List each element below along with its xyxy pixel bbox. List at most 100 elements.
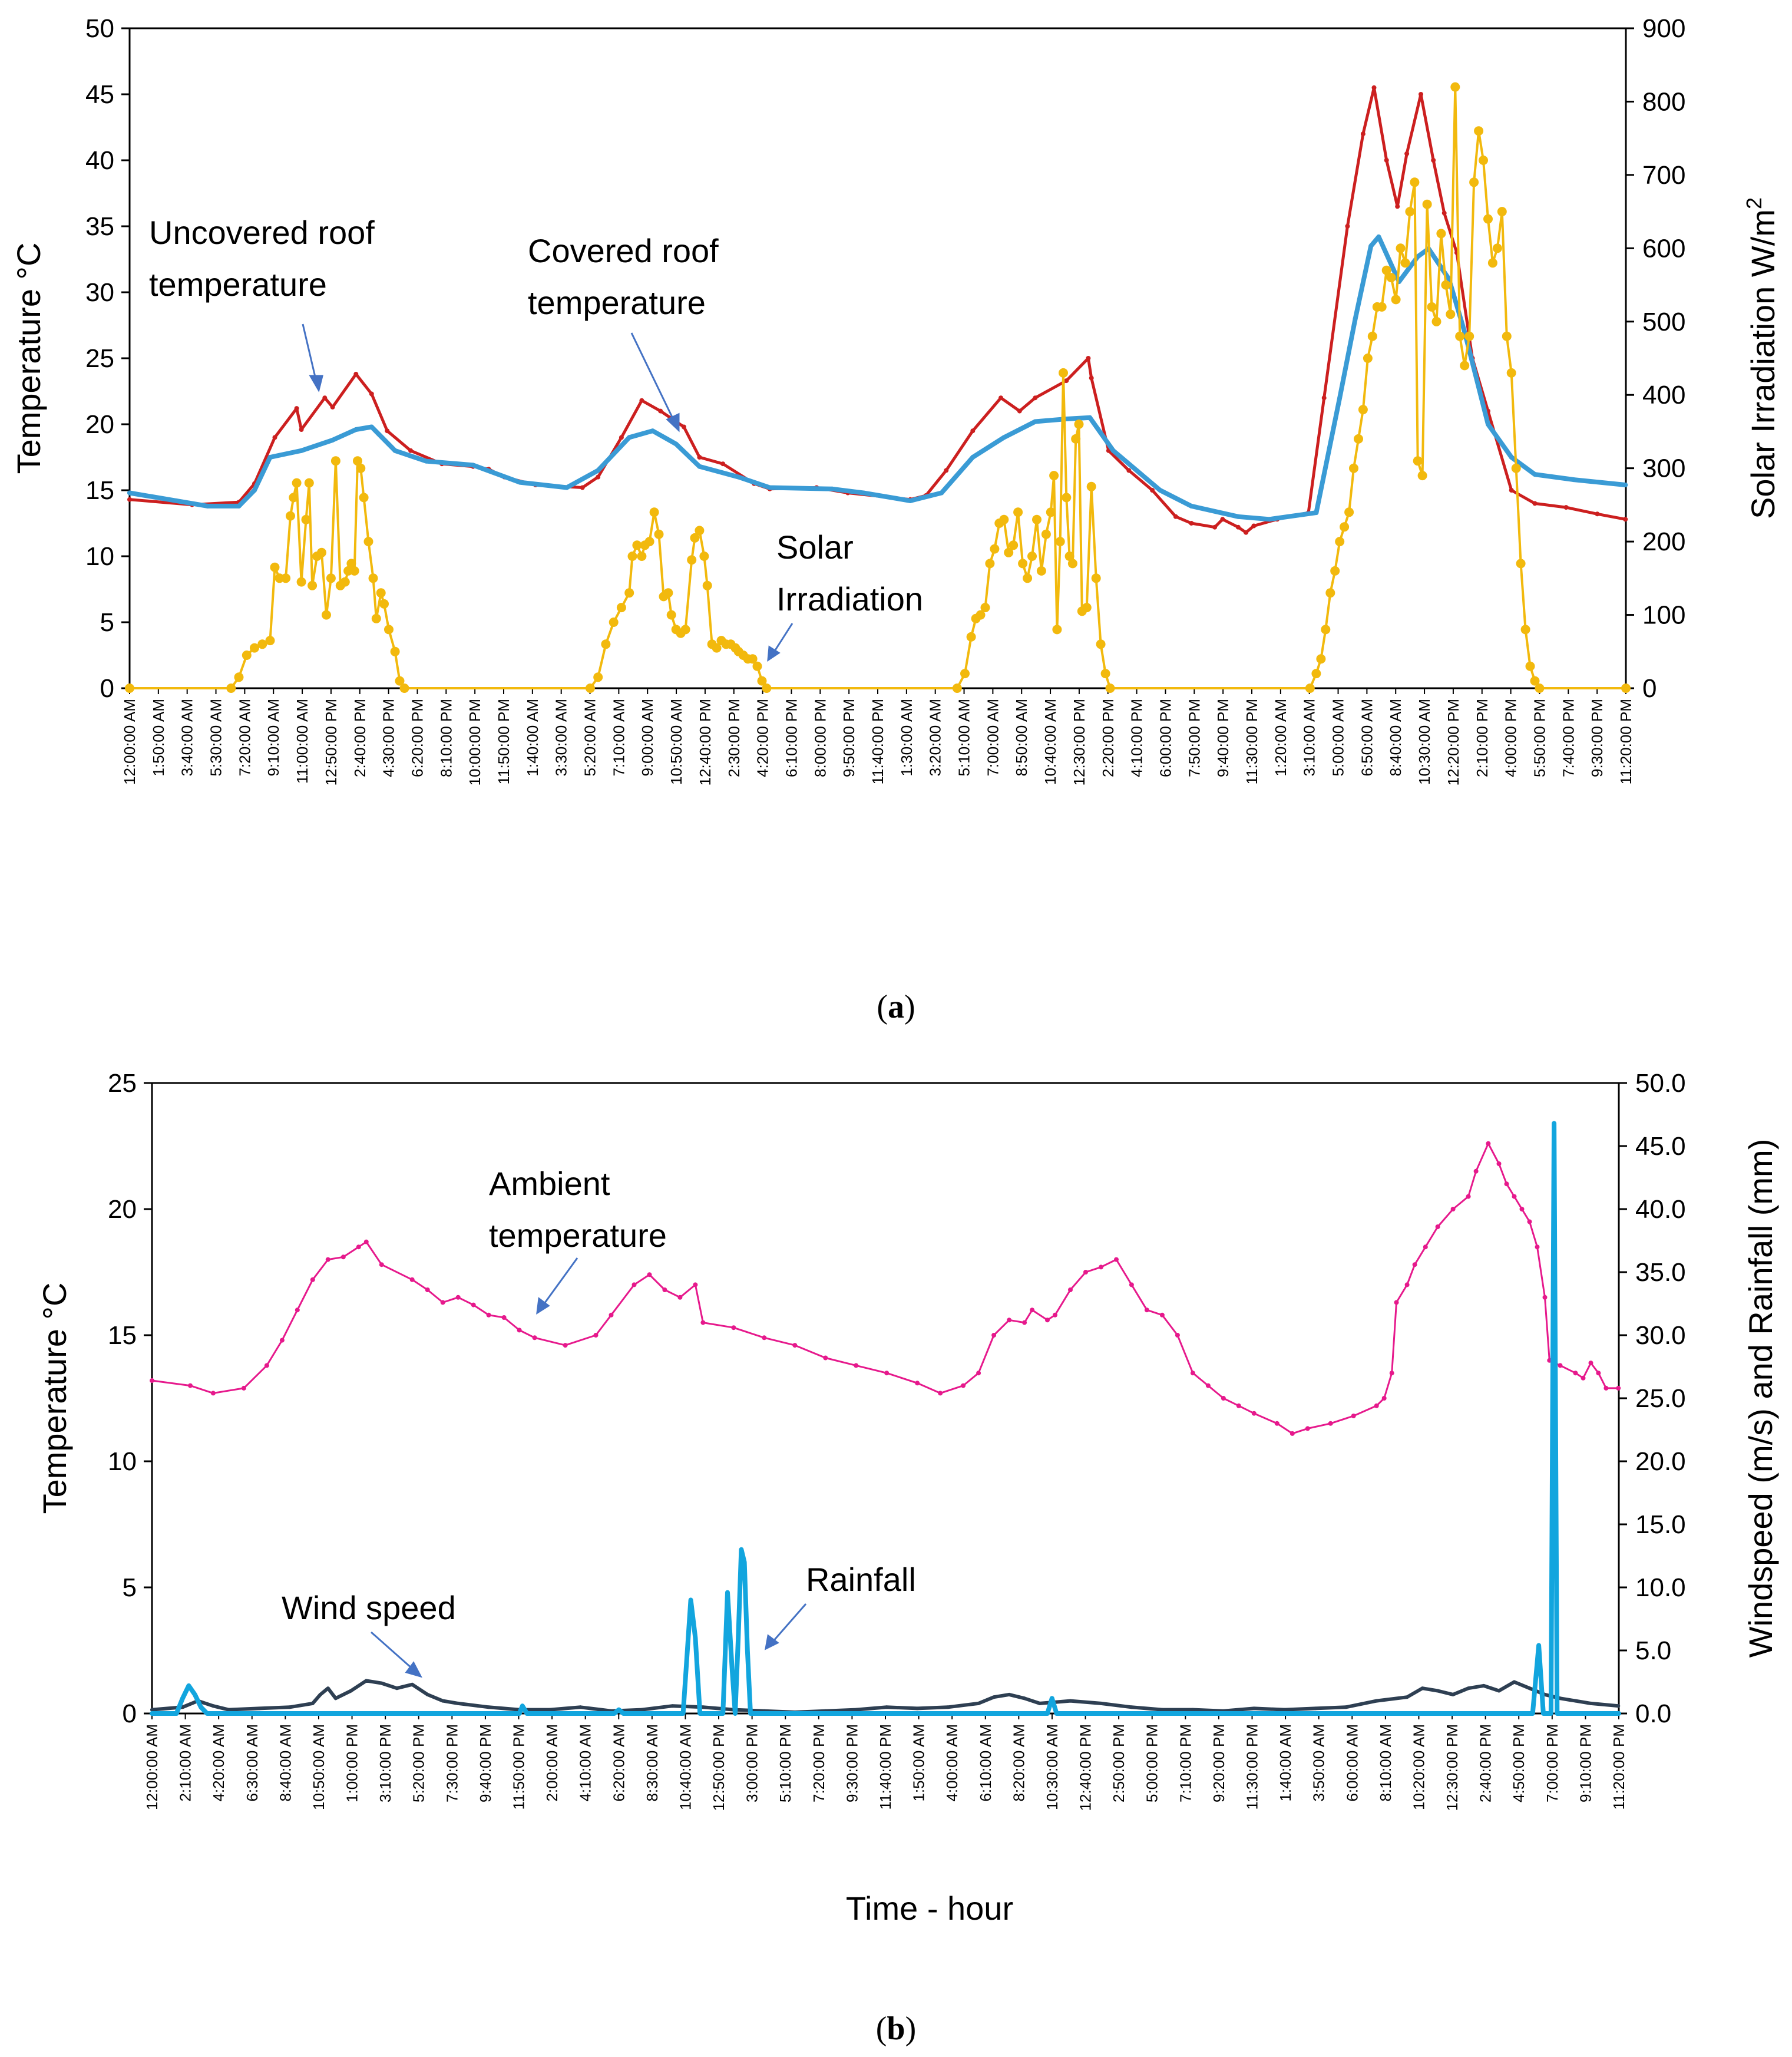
series-point [379,1681,383,1685]
series-point [1441,210,1447,216]
series-point [295,1308,300,1313]
series-point [1573,1371,1578,1376]
right-y-tick-label: 20.0 [1635,1447,1686,1476]
series-point [234,672,244,682]
right-y-tick-label: 40.0 [1635,1195,1686,1224]
y-axis-title-a: Temperature °C [10,243,47,474]
x-tick-label: 8:50:00 AM [1013,699,1030,777]
series-point [644,537,654,547]
right-y-tick-label: 100 [1642,601,1685,630]
series-group-a [125,82,1631,693]
x-tick-label: 9:10:00 PM [1576,1724,1594,1802]
series-point [188,1383,193,1388]
series-point [1384,158,1389,163]
series-point [632,1282,637,1287]
x-tick-label: 9:40:00 PM [1214,699,1232,777]
series-point [854,1708,858,1712]
series-point [1071,434,1081,444]
series-point [1588,1361,1593,1366]
series-point [363,537,373,547]
series-point [1046,507,1056,517]
series-point [264,1363,269,1368]
series-line [127,234,1628,522]
series-point [961,1383,966,1388]
x-tick-label: 9:30:00 PM [843,1724,861,1802]
series-point [1126,468,1132,473]
x-tick-label: 7:20:00 AM [236,699,253,777]
left-y-tick-label: 25 [85,344,114,373]
series-point [1462,329,1467,335]
series-point [376,588,386,598]
series-point [1027,552,1037,561]
series-point [1330,566,1340,576]
series-point [1340,522,1350,532]
series-point [564,485,570,490]
series-point [757,676,767,686]
x-tick-label: 2:20:00 PM [1099,699,1117,777]
series-point [1036,566,1046,576]
series-point [624,588,634,598]
series-point [1435,1224,1440,1229]
x-tick-label: 5:20:00 PM [410,1724,428,1802]
series-point [1345,224,1350,229]
series-point [1062,493,1072,503]
series-point [1464,331,1474,341]
series-point [1466,1686,1470,1690]
series-point [938,1391,943,1396]
series-point [287,1705,292,1709]
series-point [680,625,690,635]
series-point [440,1300,445,1305]
right-y-tick-label: 800 [1642,87,1685,116]
series-point [1511,463,1521,473]
series-point [1623,483,1628,487]
series-point [1134,468,1139,473]
series-point [1017,408,1022,414]
x-tick-label: 7:10:00 AM [610,699,627,777]
right-y-tick-label: 300 [1642,454,1685,483]
x-tick-label: 11:20:00 PM [1617,699,1635,785]
right-y-tick-label: 5.0 [1635,1636,1671,1665]
x-tick-label: 8:00:00 PM [811,699,829,777]
right-y-tick-label: 200 [1642,527,1685,556]
right-y-tick-label: 600 [1642,234,1685,263]
x-tick-label: 1:30:00 AM [898,699,915,777]
panel-label-b-close: ) [905,2010,917,2047]
x-tick-label: 4:20:00 PM [754,699,772,777]
series-point [364,1679,368,1683]
x-tick-label: 5:10:00 AM [955,699,973,777]
series-point [326,573,336,583]
series-point [650,428,655,434]
series-point [1086,481,1096,491]
series-point [1353,316,1358,321]
series-point [330,456,340,466]
series-point [563,1343,568,1348]
x-tick-label: 1:50:00 AM [910,1724,928,1802]
series-point [1311,669,1321,679]
left-y-tick-label: 40 [85,146,114,175]
series-point [991,1333,997,1338]
x-tick-label: 6:00:00 AM [1343,1724,1361,1802]
series-point [1360,131,1366,137]
series-point [270,562,280,572]
series-point [1144,1308,1149,1313]
series-point [670,1704,675,1708]
series-point [1616,1704,1621,1708]
x-tick-label: 5:10:00 PM [776,1724,794,1802]
series-point [330,437,335,443]
series-point [908,498,913,503]
series-point [226,1708,230,1712]
series-point [250,643,259,653]
series-point [1018,559,1028,569]
series-point [1032,514,1042,524]
series-point [1381,265,1391,275]
left-y-tick-label: 20 [85,410,114,439]
series-point [1074,420,1084,429]
series-point [226,684,236,693]
series-point [1377,302,1387,312]
series-point [1086,356,1091,361]
series-point [1469,177,1479,187]
series-point [1129,1705,1133,1709]
series-point [1563,505,1569,510]
x-tick-label: 12:40:00 PM [696,699,714,785]
